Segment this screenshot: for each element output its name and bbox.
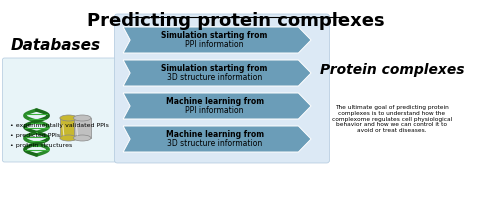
Text: 3D structure information: 3D structure information: [167, 73, 262, 82]
Polygon shape: [123, 126, 311, 152]
FancyBboxPatch shape: [2, 58, 116, 162]
Ellipse shape: [60, 115, 77, 121]
Text: Simulation starting from: Simulation starting from: [161, 64, 268, 73]
Polygon shape: [123, 27, 311, 53]
Text: • protein structures: • protein structures: [10, 142, 72, 148]
Text: PPI information: PPI information: [185, 40, 244, 49]
Text: The ultimate goal of predicting protein
complexes is to understand how the
compl: The ultimate goal of predicting protein …: [332, 105, 452, 133]
Text: Simulation starting from: Simulation starting from: [161, 31, 268, 40]
Polygon shape: [123, 60, 311, 86]
Text: • experimentally validated PPIs: • experimentally validated PPIs: [10, 122, 109, 128]
Text: Protein complexes: Protein complexes: [320, 63, 464, 77]
Text: Machine learning from: Machine learning from: [166, 130, 264, 139]
Text: • predicted PPIs: • predicted PPIs: [10, 132, 60, 138]
Text: Predicting protein complexes: Predicting protein complexes: [87, 12, 385, 30]
Text: 3D structure information: 3D structure information: [167, 139, 262, 148]
FancyBboxPatch shape: [114, 14, 330, 163]
Ellipse shape: [60, 135, 77, 141]
Text: Machine learning from: Machine learning from: [166, 97, 264, 106]
Text: Databases: Databases: [11, 38, 101, 52]
FancyBboxPatch shape: [60, 118, 77, 138]
Polygon shape: [123, 93, 311, 119]
FancyBboxPatch shape: [73, 118, 91, 138]
Ellipse shape: [73, 115, 91, 121]
Text: PPI information: PPI information: [185, 106, 244, 115]
Ellipse shape: [73, 135, 91, 141]
